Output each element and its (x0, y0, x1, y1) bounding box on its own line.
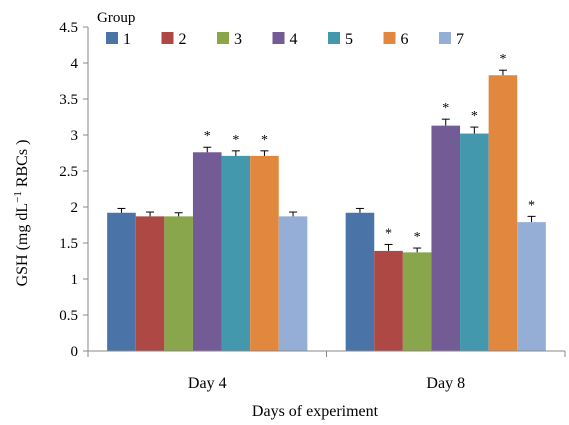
significance-star: * (528, 198, 535, 213)
bar (460, 133, 489, 351)
bar (402, 252, 432, 351)
bar (488, 75, 518, 352)
y-tick-label: 1 (71, 272, 79, 288)
bar (250, 155, 279, 351)
legend: 1 2 3 4 5 6 7 (106, 31, 464, 48)
legend-swatch (217, 32, 229, 44)
y-tick-label: 4 (71, 56, 79, 72)
y-tick-label: 0 (71, 344, 79, 360)
x-axis-title: Days of experiment (252, 403, 379, 420)
bar (431, 125, 461, 351)
significance-star: * (385, 226, 392, 241)
x-category-label: Day 8 (426, 375, 465, 392)
y-axis-title-exponent: −1 (12, 191, 24, 203)
bar (345, 212, 375, 351)
significance-star: * (204, 129, 211, 144)
y-axis: 0 0.5 1 1.5 2 2.5 3 3.5 4 4.5 (59, 20, 89, 360)
bar (517, 222, 546, 351)
significance-star: * (414, 230, 421, 245)
legend-label: 6 (401, 31, 409, 48)
x-axis: Day 4 Day 8 (87, 350, 566, 392)
legend-label: 7 (456, 31, 464, 48)
y-axis-title-main: GSH (mg dL (14, 203, 31, 287)
bar (278, 216, 308, 351)
bar (164, 216, 193, 351)
y-tick-label: 3 (71, 128, 79, 144)
significance-star: * (261, 133, 268, 148)
bar (135, 216, 165, 351)
y-tick-label: 1.5 (59, 236, 78, 252)
legend-swatch (328, 32, 340, 44)
x-category-label: Day 4 (188, 375, 227, 392)
y-axis-title-unit: RBCs ) (14, 140, 31, 192)
significance-star: * (499, 52, 506, 67)
legend-label: 3 (234, 31, 242, 48)
legend-label: 4 (290, 31, 298, 48)
legend-swatch (272, 32, 285, 44)
y-tick-label: 0.5 (59, 308, 78, 324)
legend-label: 2 (179, 31, 187, 48)
bar (374, 250, 403, 351)
legend-swatch (383, 32, 396, 44)
y-axis-title: GSH (mg dL−1 RBCs ) (12, 140, 31, 287)
legend-swatch (439, 32, 451, 44)
legend-swatch (106, 32, 118, 44)
bars: * * * * * * * * * (107, 52, 546, 352)
bar (107, 212, 136, 351)
y-tick-label: 3.5 (59, 92, 78, 108)
significance-star: * (471, 109, 478, 124)
y-tick-label: 2.5 (59, 164, 78, 180)
significance-star: * (232, 133, 239, 148)
legend-label: 5 (345, 31, 353, 48)
bar (192, 152, 222, 351)
y-tick-label: 4.5 (59, 20, 78, 36)
legend-title: Group (97, 10, 135, 26)
significance-star: * (442, 101, 449, 116)
y-tick-label: 2 (71, 200, 79, 216)
legend-swatch (161, 32, 174, 44)
legend-label: 1 (123, 31, 131, 48)
bar (221, 155, 251, 351)
